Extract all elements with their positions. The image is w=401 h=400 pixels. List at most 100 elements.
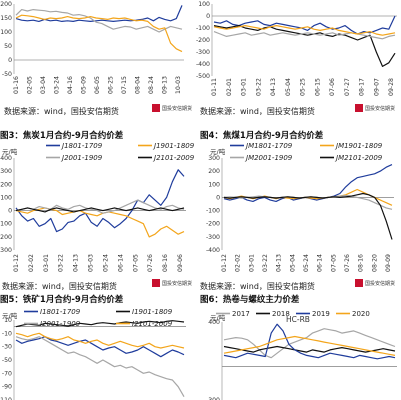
source-note-2: 数据来源：wind，国投安信期货	[200, 106, 315, 116]
y-tick-label: 300	[0, 168, 12, 175]
y-tick-label: 200	[0, 1, 12, 8]
brand-logo-mark	[355, 279, 363, 287]
brand-name: 国投安信期货	[365, 105, 395, 112]
series-line-3	[213, 31, 396, 40]
x-tick-label: 04-16	[67, 76, 74, 94]
x-tick-label: 04-13	[276, 254, 283, 272]
y-tick-label: -300	[206, 234, 220, 241]
y-tick-label: -200	[196, 37, 210, 44]
x-tick-label: 07-06	[329, 78, 336, 96]
x-tick-label: 03-01	[241, 78, 248, 96]
x-tick-label: 05-24	[102, 254, 109, 272]
y-unit-label: 元/吨	[210, 313, 226, 322]
x-tick-label: 06-15	[314, 78, 321, 96]
y-tick-label: -30	[2, 344, 12, 351]
series-line-4	[15, 332, 185, 349]
x-tick-label: 08-04	[135, 76, 142, 94]
brand-name: 国投安信期货	[162, 280, 192, 287]
series-line-3	[15, 199, 185, 214]
x-tick-label: 02-01	[226, 78, 233, 96]
y-tick-label: -300	[196, 49, 210, 56]
legend-label: J1801-1709	[60, 142, 103, 150]
x-tick-label: 05-24	[303, 254, 310, 272]
x-tick-label: 09-13	[162, 76, 169, 94]
y-tick-label: 0	[216, 194, 220, 201]
x-tick-label: 09-09	[385, 254, 392, 272]
y-unit-label: 元/吨	[2, 147, 18, 156]
x-tick-label: 06-05	[94, 76, 101, 94]
y-tick-label: 0	[8, 57, 12, 64]
x-tick-label: 06-14	[117, 254, 124, 272]
y-unit-label: 元/吨	[210, 147, 226, 156]
legend-label: J1901-1809	[152, 142, 195, 150]
x-tick-label: 05-04	[289, 254, 296, 272]
y-tick-label: 300	[208, 397, 220, 400]
y-tick-label: -400	[196, 61, 210, 68]
x-tick-label: 08-20	[371, 254, 378, 272]
x-tick-label: 07-05	[132, 254, 139, 272]
y-tick-label: 0	[8, 208, 12, 215]
brand-name: 国投安信期货	[365, 280, 395, 287]
brand-logo-mark	[152, 104, 160, 112]
chart-title-4: 图4：焦煤1月合约-9月合约价差	[200, 130, 324, 141]
x-tick-label: 10-03	[175, 76, 182, 94]
x-tick-label: 05-09	[81, 76, 88, 94]
brand-logo-4: 国投安信期货	[355, 279, 395, 287]
x-tick-label: 01-12	[13, 254, 20, 272]
x-tick-label: 05-04	[285, 78, 292, 96]
y-unit-label: 元/吨	[2, 311, 18, 320]
panel-5: 元/吨10 -10 -30 -50 -70 -90 -110 I1801-1709 I1901-…	[0, 308, 186, 400]
series-line-2	[15, 320, 185, 328]
series-line-4	[223, 335, 396, 356]
y-tick-label: 100	[0, 194, 12, 201]
brand-logo-mark	[152, 279, 160, 287]
x-tick-label: 09-06	[177, 254, 184, 272]
source-note-1: 数据来源：wind，国投安信期货	[4, 106, 119, 116]
chart-title-3: 图3：焦炭1月合约-9月合约价差	[0, 130, 124, 141]
x-tick-label: 01-11	[211, 78, 218, 96]
legend-label: JM1801-1709	[244, 142, 293, 150]
series-line-4	[15, 207, 185, 213]
brand-logo-2: 国投安信期货	[355, 104, 395, 112]
x-tick-label: 09-28	[388, 78, 395, 96]
x-tick-label: 02-02	[235, 254, 242, 272]
x-tick-label: 08-16	[162, 254, 169, 272]
x-tick-label: 02-05	[27, 76, 34, 94]
series-line-1	[223, 328, 396, 359]
series-line-3	[223, 323, 396, 360]
y-tick-label: 100	[0, 29, 12, 36]
x-tick-label: 07-26	[344, 254, 351, 272]
y-tick-label: -50	[2, 71, 12, 78]
y-tick-label: -100	[206, 208, 220, 215]
x-tick-label: 02-02	[28, 254, 35, 272]
legend-label: I1801-1709	[40, 308, 81, 316]
x-tick-label: 08-17	[359, 78, 366, 96]
source-note-4: 数据来源：wind，国投安信期货	[200, 281, 315, 291]
legend-label: 2017	[232, 310, 250, 318]
brand-logo-3: 国投安信期货	[152, 279, 192, 287]
x-tick-label: 07-15	[121, 76, 128, 94]
y-tick-label: -300	[0, 247, 12, 254]
series-line-1	[223, 164, 393, 202]
legend-label: J2001-1909	[60, 154, 103, 162]
series-line-4	[223, 192, 393, 240]
y-tick-label: -10	[2, 330, 12, 337]
y-tick-label: 200	[0, 181, 12, 188]
series-line-3	[15, 14, 183, 53]
y-tick-label: -100	[196, 25, 210, 32]
x-tick-label: 03-01	[248, 254, 255, 272]
legend-label: JM2101-2009	[334, 154, 383, 162]
y-tick-label: 150	[0, 15, 12, 22]
x-tick-label: 06-25	[108, 76, 115, 94]
legend-label: I1901-1809	[132, 308, 173, 316]
y-tick-label: 300	[208, 155, 220, 162]
legend-label: J2101-2009	[152, 154, 195, 162]
y-tick-label: 400	[0, 155, 12, 162]
x-tick-label: 03-24	[54, 76, 61, 94]
y-tick-label: -200	[206, 221, 220, 228]
y-tick-label: -110	[0, 397, 12, 400]
x-tick-label: 08-16	[358, 254, 365, 272]
